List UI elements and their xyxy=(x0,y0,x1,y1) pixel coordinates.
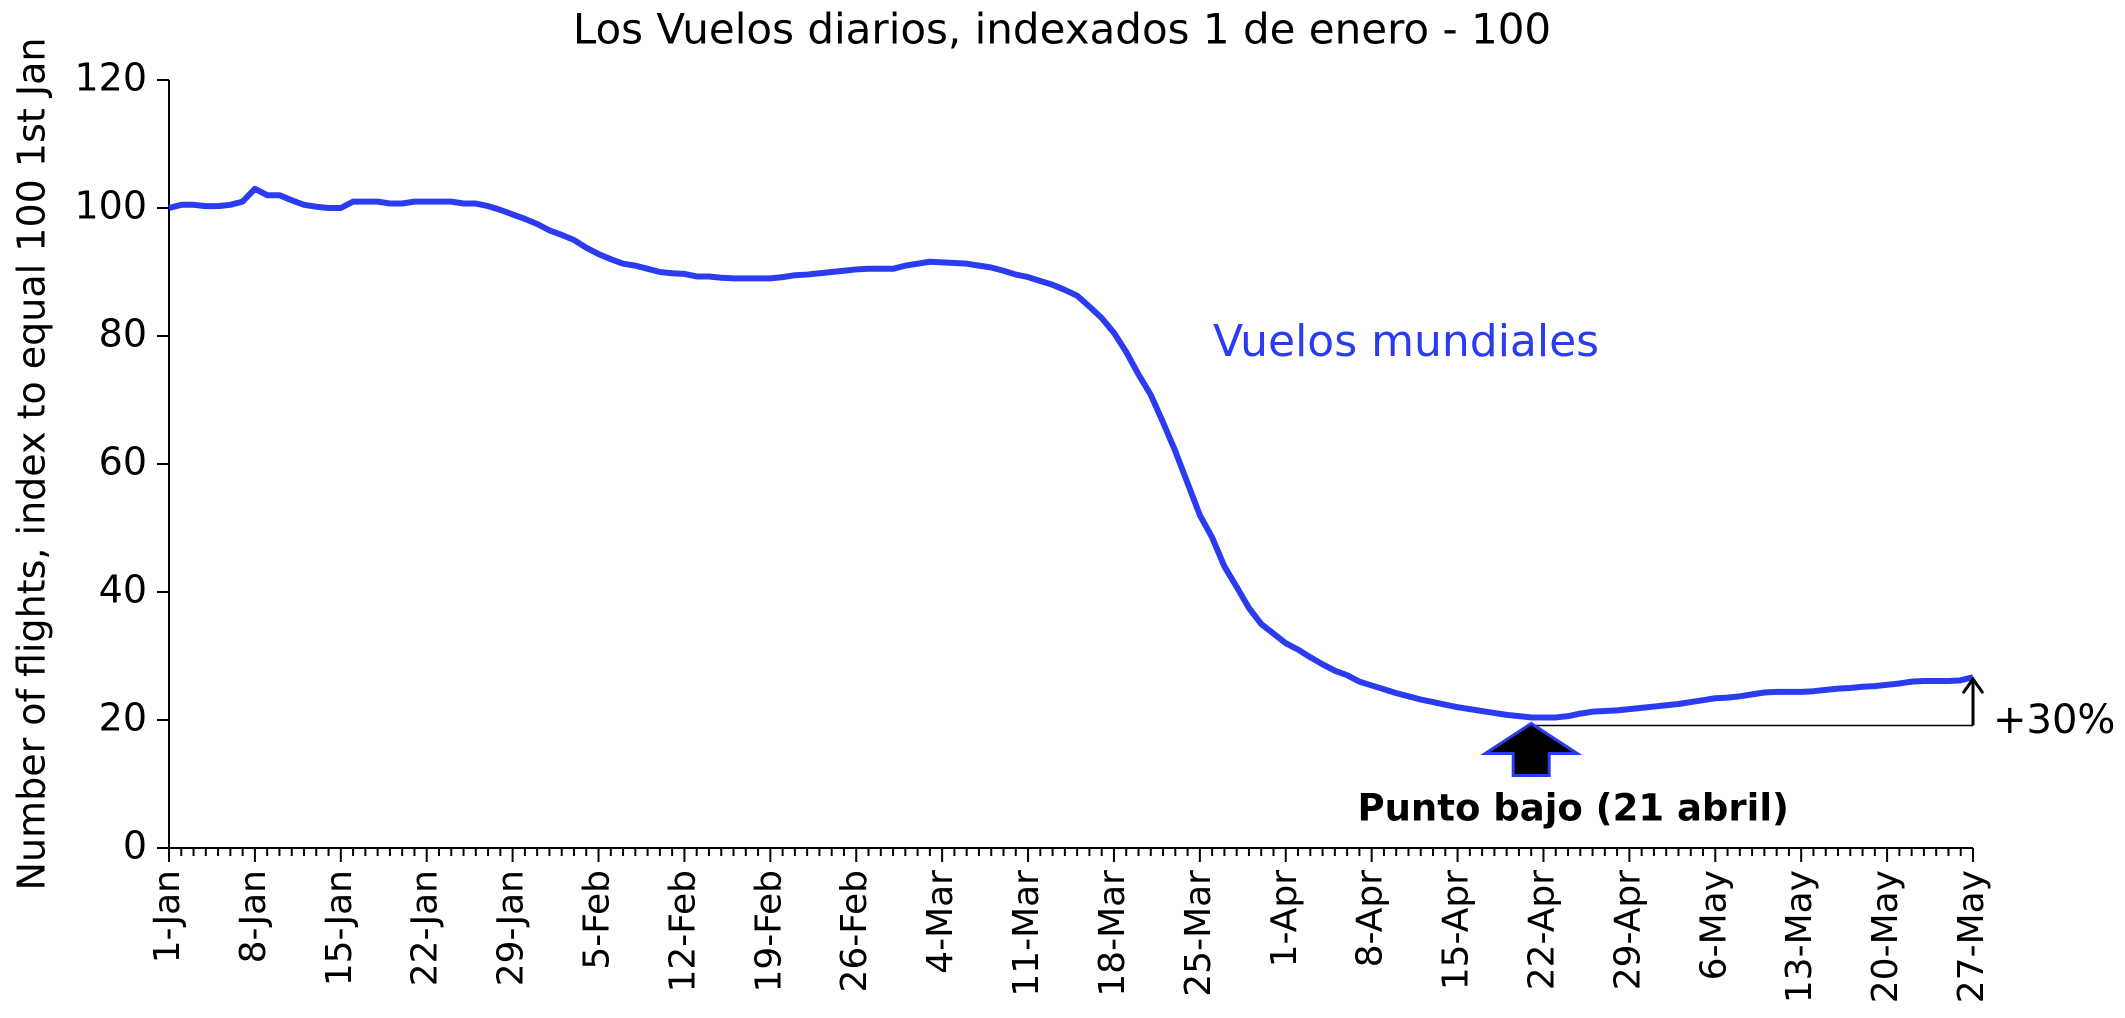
x-tick-label: 1-Apr xyxy=(1264,870,1305,968)
y-tick-label: 40 xyxy=(99,568,147,612)
x-tick-label: 1-Jan xyxy=(147,870,188,963)
series-label: Vuelos mundiales xyxy=(1213,316,1599,367)
x-tick-label: 8-Jan xyxy=(233,870,274,963)
x-tick-label: 22-Apr xyxy=(1521,870,1562,990)
x-tick-label: 29-Apr xyxy=(1607,870,1648,990)
x-tick-label: 12-Feb xyxy=(662,870,703,993)
x-tick-label: 5-Feb xyxy=(577,870,618,970)
x-tick-label: 15-Jan xyxy=(319,870,360,986)
x-tick-label: 15-Apr xyxy=(1436,870,1477,990)
x-tick-label: 4-Mar xyxy=(920,870,961,974)
x-tick-label: 26-Feb xyxy=(834,870,875,993)
y-tick-label: 100 xyxy=(74,184,147,228)
low-point-arrow xyxy=(1480,721,1583,777)
x-tick-label: 27-May xyxy=(1951,870,1992,1003)
annotation: Punto bajo (21 abril) xyxy=(1357,787,1788,830)
y-tick-label: 80 xyxy=(99,312,147,356)
x-tick-label: 8-Apr xyxy=(1350,870,1391,968)
x-tick-label: 6-May xyxy=(1693,870,1734,980)
y-tick-label: 20 xyxy=(99,696,147,740)
x-tick-label: 18-Mar xyxy=(1092,870,1133,997)
y-tick-label: 0 xyxy=(123,824,147,868)
x-tick-label: 13-May xyxy=(1779,870,1820,1003)
rise-arrow-head xyxy=(1961,676,1985,694)
y-tick-label: 60 xyxy=(99,440,147,484)
series-line xyxy=(168,185,1974,721)
annotation: +30% xyxy=(1993,697,2115,743)
x-tick-label: 11-Mar xyxy=(1006,870,1047,997)
x-tick-label: 25-Mar xyxy=(1178,870,1219,997)
x-tick-label: 20-May xyxy=(1865,870,1906,1003)
x-tick-label: 19-Feb xyxy=(748,870,789,993)
y-axis-label: Number of flights, index to equal 100 1s… xyxy=(10,38,54,891)
y-tick-label: 120 xyxy=(74,56,147,100)
x-tick-label: 29-Jan xyxy=(491,870,532,986)
chart-title: Los Vuelos diarios, indexados 1 de enero… xyxy=(573,5,1551,54)
x-tick-label: 22-Jan xyxy=(405,870,446,986)
